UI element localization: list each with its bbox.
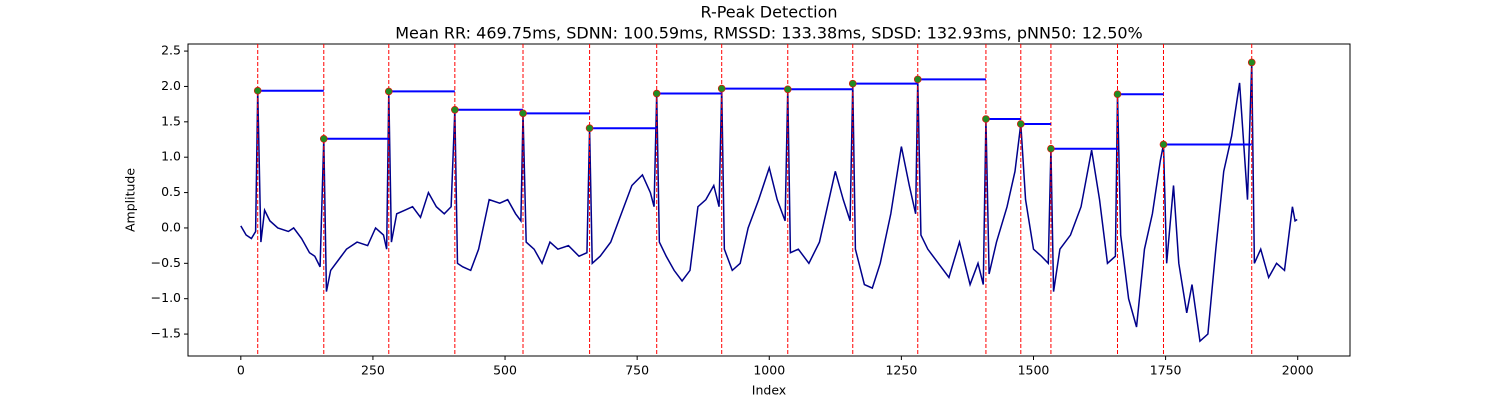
y-tick-label: 1.5 [161,113,181,128]
peak-point [982,115,990,123]
signal-line [240,62,1298,343]
y-tick-label: 2.5 [161,43,181,58]
peak-point [717,84,726,93]
peak-point [1113,90,1122,99]
peak-point [848,79,857,88]
x-tick-label: 2000 [1282,363,1314,378]
chart-subtitle: Mean RR: 469.75ms, SDNN: 100.59ms, RMSSD… [395,24,1143,43]
chart-title: R-Peak Detection [700,3,837,22]
y-tick-label: 0.5 [161,184,181,199]
peak-point [1047,144,1055,153]
peak-point [253,86,262,95]
y-tick-label: −1.0 [151,290,181,305]
x-tick-label: 500 [493,363,517,378]
x-axis-label: Index [752,383,786,398]
x-tick-label: 0 [237,363,245,378]
plot-frame [187,43,1351,357]
y-tick-label: 2.0 [161,78,181,93]
peak-point [585,124,594,132]
x-tick-label: 1500 [1018,363,1050,378]
x-tick-label: 1000 [753,363,785,378]
peak-point [451,105,459,114]
x-tick-label: 750 [625,363,649,378]
x-tick-label: 250 [361,363,385,378]
x-tick-label: 1750 [1150,363,1182,378]
peak-point [1247,58,1256,67]
y-tick-label: 0.0 [161,219,181,234]
peak-point [384,87,393,96]
peak-point [519,109,527,118]
peak-point [913,75,922,84]
peak-point [783,85,792,94]
x-tick-label: 1250 [885,363,917,378]
y-tick-label: 1.0 [161,149,181,164]
y-tick-label: −0.5 [151,255,181,270]
peak-point [652,89,661,98]
y-tick-label: −1.5 [151,326,181,341]
peak-point [1159,140,1168,149]
peak-point [319,135,328,143]
y-axis-label: Amplitude [123,168,138,232]
peak-point [1017,120,1025,128]
